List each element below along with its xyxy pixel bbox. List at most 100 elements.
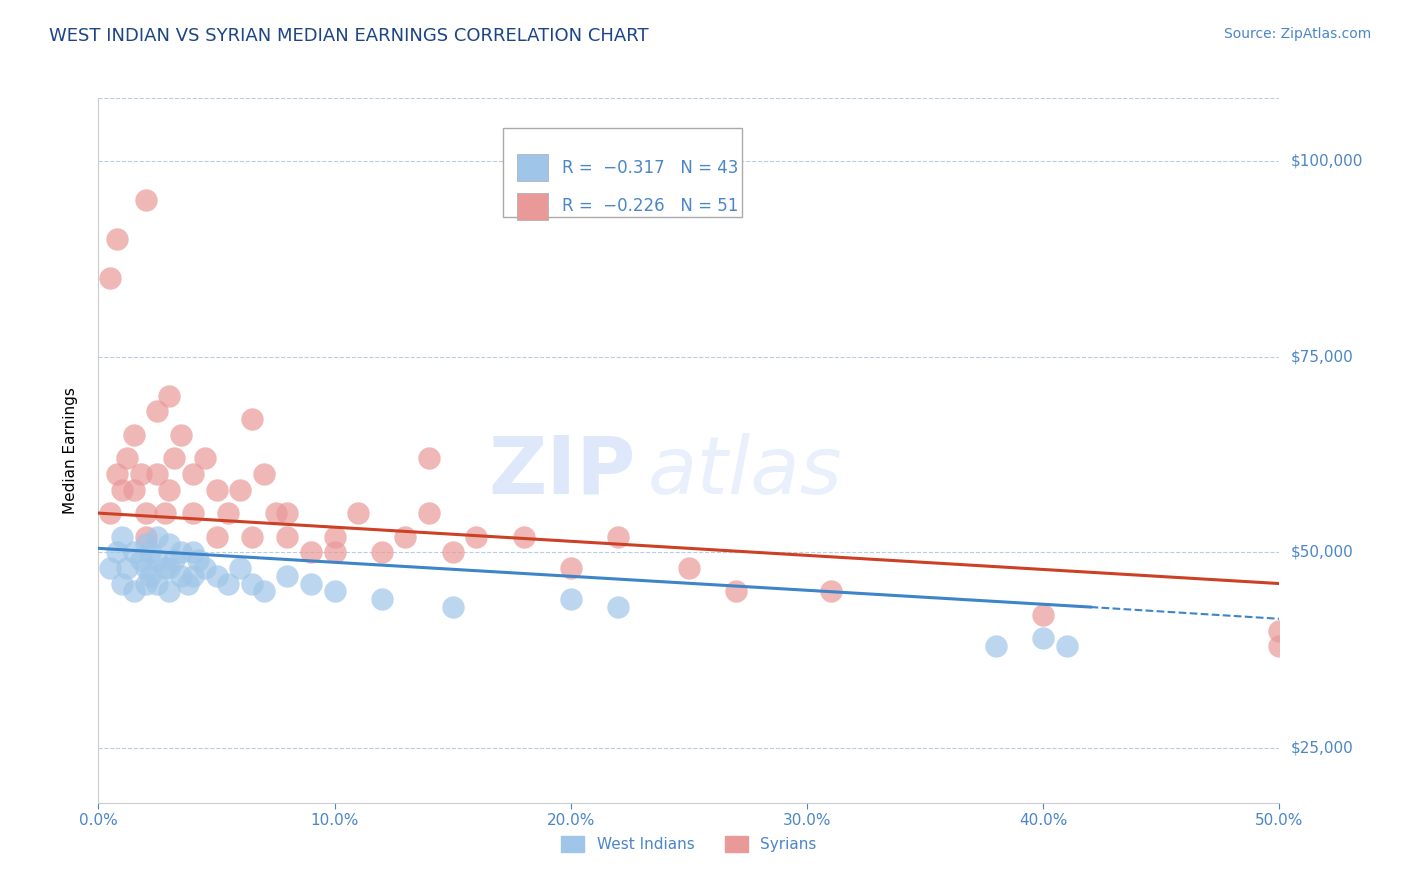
Point bbox=[146, 576, 169, 591]
Point bbox=[371, 592, 394, 607]
Point bbox=[157, 537, 180, 551]
Point bbox=[394, 530, 416, 544]
Point bbox=[181, 545, 204, 559]
Point bbox=[441, 600, 464, 615]
Point bbox=[170, 568, 193, 582]
Point bbox=[129, 467, 152, 481]
Point bbox=[240, 412, 263, 426]
Text: atlas: atlas bbox=[648, 433, 842, 510]
Point bbox=[122, 584, 145, 599]
Point bbox=[205, 568, 228, 582]
Point bbox=[560, 592, 582, 607]
Point bbox=[98, 561, 121, 575]
Point bbox=[465, 530, 488, 544]
Point bbox=[170, 427, 193, 442]
Point bbox=[323, 584, 346, 599]
Point bbox=[217, 576, 239, 591]
Point bbox=[820, 584, 842, 599]
Point bbox=[139, 568, 162, 582]
Point bbox=[299, 545, 322, 559]
Point bbox=[240, 530, 263, 544]
Point bbox=[276, 530, 298, 544]
Point bbox=[135, 537, 157, 551]
Point bbox=[105, 232, 128, 246]
Point bbox=[170, 545, 193, 559]
Point bbox=[323, 545, 346, 559]
Text: $75,000: $75,000 bbox=[1291, 349, 1354, 364]
Point bbox=[146, 467, 169, 481]
Text: R =  −0.226   N = 51: R = −0.226 N = 51 bbox=[562, 197, 738, 215]
Point bbox=[264, 506, 287, 520]
Point bbox=[194, 561, 217, 575]
Text: R =  −0.317   N = 43: R = −0.317 N = 43 bbox=[562, 159, 738, 177]
Point bbox=[146, 553, 169, 567]
Point bbox=[122, 427, 145, 442]
Point bbox=[253, 584, 276, 599]
Point bbox=[441, 545, 464, 559]
Point bbox=[105, 545, 128, 559]
Point bbox=[181, 568, 204, 582]
Point bbox=[157, 584, 180, 599]
Point bbox=[323, 530, 346, 544]
Point bbox=[418, 451, 440, 466]
Legend: West Indians, Syrians: West Indians, Syrians bbox=[555, 830, 823, 859]
Point bbox=[98, 271, 121, 285]
Point bbox=[347, 506, 370, 520]
Text: $25,000: $25,000 bbox=[1291, 740, 1354, 756]
Point bbox=[153, 561, 176, 575]
Point bbox=[98, 506, 121, 520]
Point bbox=[122, 483, 145, 497]
Point bbox=[177, 576, 200, 591]
Text: Source: ZipAtlas.com: Source: ZipAtlas.com bbox=[1223, 27, 1371, 41]
Point bbox=[607, 530, 630, 544]
Text: $50,000: $50,000 bbox=[1291, 545, 1354, 560]
Point bbox=[163, 553, 186, 567]
Point bbox=[122, 545, 145, 559]
Point bbox=[115, 561, 138, 575]
Point bbox=[135, 506, 157, 520]
Point bbox=[194, 451, 217, 466]
Point bbox=[111, 576, 134, 591]
Point bbox=[157, 389, 180, 403]
Point bbox=[299, 576, 322, 591]
Point bbox=[253, 467, 276, 481]
Point bbox=[146, 404, 169, 418]
Point bbox=[135, 530, 157, 544]
Point bbox=[276, 506, 298, 520]
Point bbox=[607, 600, 630, 615]
Point bbox=[135, 561, 157, 575]
Point bbox=[205, 530, 228, 544]
Point bbox=[418, 506, 440, 520]
Point bbox=[181, 467, 204, 481]
Point bbox=[139, 545, 162, 559]
Point bbox=[135, 193, 157, 207]
Point bbox=[1032, 607, 1054, 622]
Point bbox=[187, 553, 209, 567]
Point bbox=[984, 639, 1007, 653]
Point bbox=[157, 483, 180, 497]
Point bbox=[105, 467, 128, 481]
Point bbox=[111, 483, 134, 497]
Point bbox=[181, 506, 204, 520]
Point bbox=[1268, 639, 1291, 653]
Point bbox=[135, 576, 157, 591]
Point bbox=[276, 568, 298, 582]
Point bbox=[111, 530, 134, 544]
Point bbox=[678, 561, 700, 575]
Text: ZIP: ZIP bbox=[488, 433, 636, 510]
Text: WEST INDIAN VS SYRIAN MEDIAN EARNINGS CORRELATION CHART: WEST INDIAN VS SYRIAN MEDIAN EARNINGS CO… bbox=[49, 27, 648, 45]
Point bbox=[217, 506, 239, 520]
Point bbox=[1032, 632, 1054, 646]
Point bbox=[1268, 624, 1291, 638]
Y-axis label: Median Earnings: Median Earnings bbox=[63, 387, 77, 514]
Point bbox=[725, 584, 748, 599]
Point bbox=[512, 530, 534, 544]
Point bbox=[157, 561, 180, 575]
Text: $100,000: $100,000 bbox=[1291, 153, 1362, 169]
Point bbox=[146, 530, 169, 544]
Point bbox=[153, 506, 176, 520]
Point bbox=[129, 553, 152, 567]
Point bbox=[115, 451, 138, 466]
Point bbox=[240, 576, 263, 591]
Point bbox=[371, 545, 394, 559]
